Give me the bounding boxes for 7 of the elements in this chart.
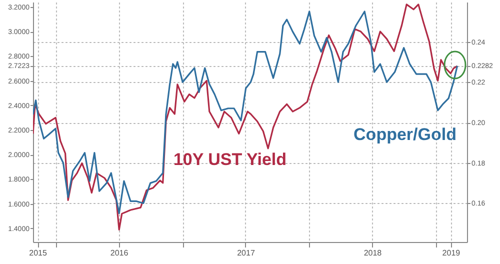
x-tick-label: 2015 — [29, 248, 48, 258]
series-label: 10Y UST Yield — [173, 150, 287, 169]
x-tick-label: 2017 — [237, 248, 256, 258]
x-tick-label: 2019 — [442, 248, 461, 258]
x-tick-label: 2016 — [110, 248, 129, 258]
series-label: Copper/Gold — [354, 125, 456, 144]
x-tick-label: 2018 — [364, 248, 382, 258]
